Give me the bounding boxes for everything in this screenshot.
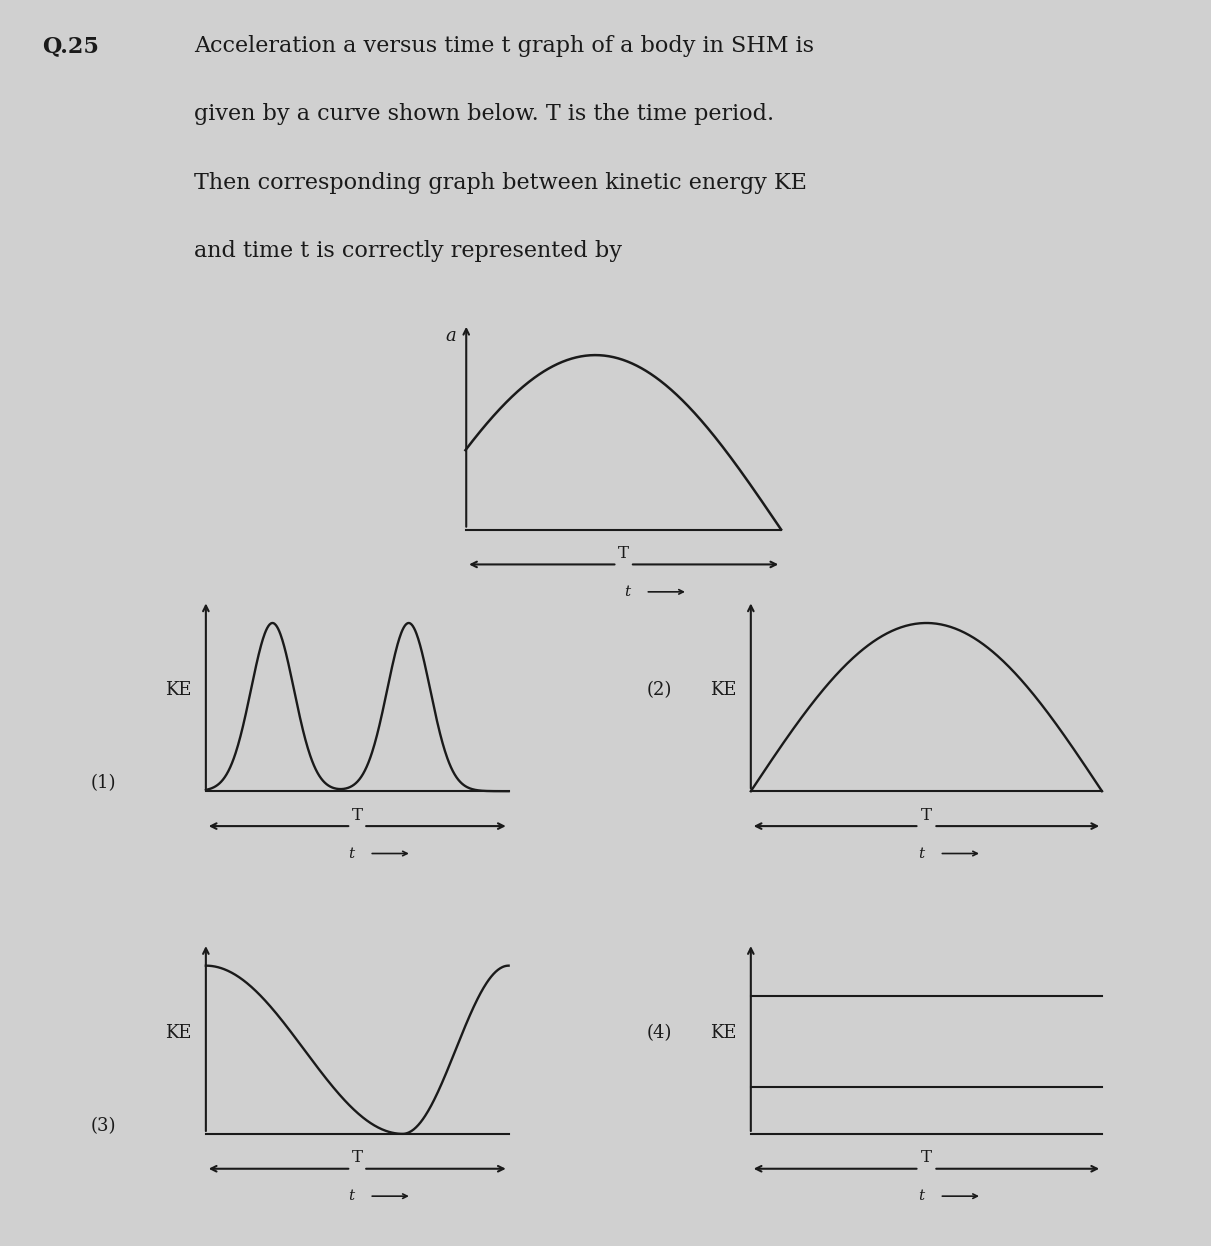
Text: T: T: [618, 545, 630, 562]
Text: (4): (4): [647, 1024, 672, 1042]
Text: and time t is correctly represented by: and time t is correctly represented by: [194, 240, 621, 263]
Text: t: t: [918, 1189, 924, 1204]
Text: (1): (1): [90, 774, 116, 792]
Text: T: T: [920, 806, 932, 824]
Text: a: a: [446, 328, 457, 345]
Text: T: T: [920, 1149, 932, 1166]
Text: t: t: [348, 1189, 355, 1204]
Text: t: t: [918, 846, 924, 861]
Text: given by a curve shown below. T is the time period.: given by a curve shown below. T is the t…: [194, 103, 774, 126]
Text: Q.25: Q.25: [42, 35, 99, 57]
Text: t: t: [624, 584, 631, 599]
Text: KE: KE: [710, 1024, 736, 1042]
Text: Then corresponding graph between kinetic energy KE: Then corresponding graph between kinetic…: [194, 172, 807, 194]
Text: t: t: [348, 846, 355, 861]
Text: KE: KE: [710, 682, 736, 699]
Text: (3): (3): [90, 1118, 116, 1135]
Text: T: T: [351, 806, 363, 824]
Text: T: T: [351, 1149, 363, 1166]
Text: KE: KE: [165, 1024, 191, 1042]
Text: KE: KE: [165, 682, 191, 699]
Text: (2): (2): [647, 682, 672, 699]
Text: Acceleration a versus time t graph of a body in SHM is: Acceleration a versus time t graph of a …: [194, 35, 814, 57]
